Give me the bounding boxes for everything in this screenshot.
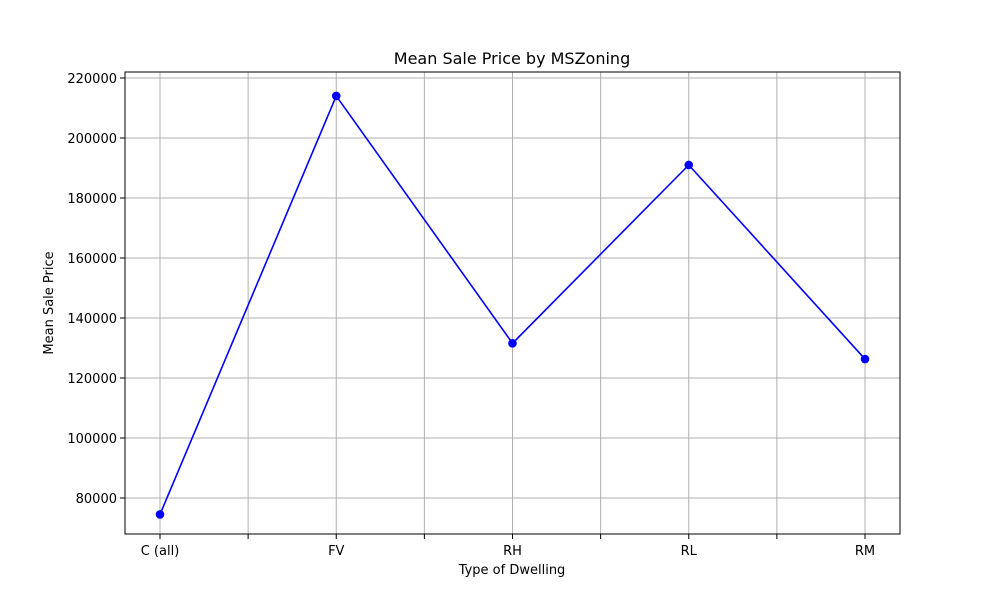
x-tick-label: RM	[855, 544, 875, 559]
y-tick-label: 200000	[67, 132, 117, 147]
axes-layer: C (all) FV RH RL RM 80000 100000 120000 140000 16…	[67, 71, 901, 559]
data-point	[155, 510, 165, 519]
chart-title: Mean Sale Price by MSZoning	[394, 49, 630, 68]
x-axis-label: Type of Dwelling	[458, 563, 566, 578]
y-tick-label: 140000	[67, 312, 117, 327]
data-point	[331, 91, 341, 101]
y-tick-label: 80000	[76, 492, 117, 507]
x-tick-label: RH	[503, 544, 522, 559]
x-tick-label: C (all)	[141, 544, 180, 559]
x-tick-label: RL	[681, 544, 698, 559]
data-point	[860, 354, 870, 364]
y-tick-label: 180000	[67, 192, 117, 207]
data-point	[684, 160, 694, 170]
x-tick-label: FV	[328, 544, 344, 559]
series-layer	[155, 91, 870, 519]
y-tick-label: 160000	[67, 252, 117, 267]
y-tick-label: 100000	[67, 432, 117, 447]
data-point	[508, 339, 517, 348]
y-tick-label: 220000	[67, 72, 117, 87]
grid-layer	[125, 72, 900, 534]
y-tick-label: 120000	[67, 372, 117, 387]
y-axis-label: Mean Sale Price	[42, 251, 57, 354]
